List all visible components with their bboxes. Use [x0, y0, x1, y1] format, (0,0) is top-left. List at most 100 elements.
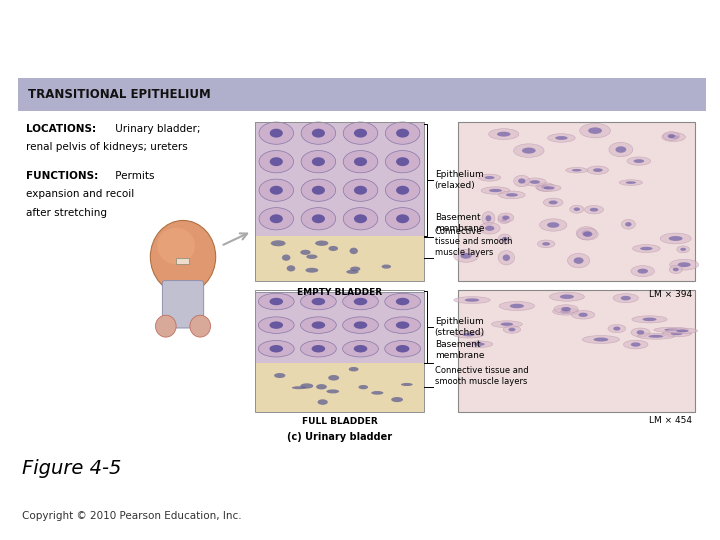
Ellipse shape — [636, 330, 644, 335]
Text: LM × 454: LM × 454 — [649, 416, 692, 425]
Ellipse shape — [510, 303, 524, 308]
Ellipse shape — [270, 186, 283, 195]
Ellipse shape — [498, 191, 525, 199]
Ellipse shape — [542, 242, 550, 246]
Ellipse shape — [541, 185, 549, 189]
Ellipse shape — [626, 181, 636, 184]
Ellipse shape — [637, 333, 675, 339]
Ellipse shape — [354, 186, 367, 195]
Ellipse shape — [489, 129, 519, 140]
Ellipse shape — [354, 214, 367, 223]
Ellipse shape — [654, 327, 688, 332]
Ellipse shape — [343, 207, 378, 230]
Ellipse shape — [552, 308, 578, 315]
Ellipse shape — [513, 176, 530, 187]
Ellipse shape — [271, 240, 286, 246]
Ellipse shape — [587, 166, 608, 174]
Bar — [255, 122, 423, 281]
Text: FUNCTIONS:: FUNCTIONS: — [26, 171, 99, 181]
Ellipse shape — [665, 328, 678, 331]
Ellipse shape — [588, 127, 602, 134]
Ellipse shape — [502, 237, 508, 241]
Ellipse shape — [396, 345, 410, 353]
Ellipse shape — [454, 331, 484, 338]
Ellipse shape — [499, 301, 534, 310]
Ellipse shape — [301, 151, 336, 173]
Ellipse shape — [312, 129, 325, 138]
Ellipse shape — [343, 340, 379, 357]
Ellipse shape — [156, 315, 176, 337]
Text: Basement
membrane: Basement membrane — [435, 340, 484, 360]
Ellipse shape — [667, 134, 675, 138]
Ellipse shape — [454, 249, 478, 262]
Ellipse shape — [669, 266, 683, 273]
Ellipse shape — [676, 329, 688, 332]
Ellipse shape — [312, 186, 325, 195]
Text: (c) Urinary bladder: (c) Urinary bladder — [287, 432, 392, 442]
Bar — [18, 78, 706, 111]
Ellipse shape — [518, 178, 526, 184]
Ellipse shape — [259, 122, 294, 144]
Ellipse shape — [631, 328, 650, 337]
Ellipse shape — [259, 179, 294, 201]
Ellipse shape — [680, 248, 686, 251]
Ellipse shape — [560, 309, 571, 313]
Ellipse shape — [677, 246, 690, 253]
Ellipse shape — [372, 391, 384, 395]
Ellipse shape — [506, 193, 518, 197]
Ellipse shape — [270, 129, 283, 138]
Ellipse shape — [497, 132, 510, 137]
Text: Figure 4-5: Figure 4-5 — [22, 459, 121, 478]
Ellipse shape — [396, 214, 409, 223]
Ellipse shape — [354, 298, 367, 305]
Ellipse shape — [544, 186, 554, 190]
Ellipse shape — [384, 340, 420, 357]
Ellipse shape — [492, 321, 522, 328]
Ellipse shape — [501, 218, 507, 221]
Ellipse shape — [633, 245, 660, 253]
Ellipse shape — [555, 136, 567, 140]
Ellipse shape — [482, 212, 495, 225]
Ellipse shape — [523, 178, 546, 186]
Ellipse shape — [660, 233, 691, 244]
Text: expansion and recoil: expansion and recoil — [26, 190, 135, 199]
Bar — [255, 292, 423, 363]
Ellipse shape — [385, 179, 420, 201]
Ellipse shape — [663, 132, 680, 140]
Ellipse shape — [318, 399, 328, 405]
Ellipse shape — [489, 189, 502, 192]
Text: Connective
tissue and smooth
muscle layers: Connective tissue and smooth muscle laye… — [435, 227, 512, 256]
Ellipse shape — [485, 176, 495, 179]
Ellipse shape — [462, 333, 474, 336]
Ellipse shape — [670, 259, 698, 270]
Ellipse shape — [537, 185, 561, 191]
Ellipse shape — [460, 253, 472, 259]
Ellipse shape — [305, 268, 318, 273]
Ellipse shape — [385, 122, 420, 144]
Text: Epithelium
(relaxed): Epithelium (relaxed) — [435, 170, 483, 190]
Ellipse shape — [391, 397, 403, 402]
Ellipse shape — [548, 134, 575, 142]
Ellipse shape — [668, 135, 679, 139]
Ellipse shape — [522, 147, 536, 153]
Ellipse shape — [270, 157, 283, 166]
Ellipse shape — [300, 293, 336, 310]
Bar — [255, 363, 423, 412]
Ellipse shape — [326, 389, 339, 394]
Ellipse shape — [609, 143, 633, 157]
Bar — [255, 289, 423, 412]
Ellipse shape — [554, 305, 578, 313]
Ellipse shape — [547, 222, 559, 228]
Ellipse shape — [613, 294, 639, 302]
Ellipse shape — [282, 254, 290, 261]
Ellipse shape — [300, 317, 336, 333]
Ellipse shape — [385, 151, 420, 173]
Ellipse shape — [503, 326, 521, 333]
Ellipse shape — [576, 227, 596, 240]
Ellipse shape — [539, 219, 567, 231]
Ellipse shape — [561, 307, 571, 311]
Ellipse shape — [346, 270, 359, 274]
Ellipse shape — [384, 317, 420, 333]
Ellipse shape — [671, 332, 683, 335]
Bar — [255, 122, 423, 236]
